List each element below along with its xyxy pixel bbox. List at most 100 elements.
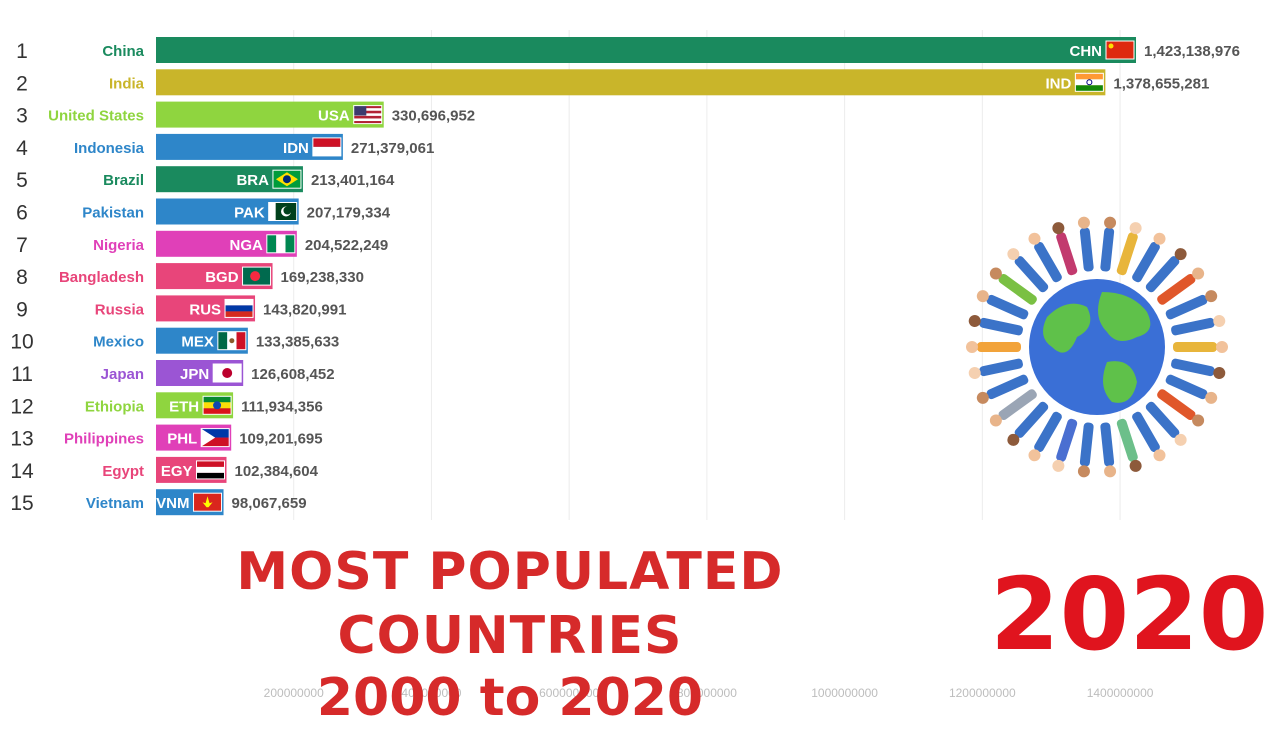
phl-flag — [201, 428, 230, 438]
person-body — [1165, 294, 1208, 320]
bar-row-mex: 10 Mexico MEX 133,385,633 — [10, 327, 339, 354]
person-figure — [989, 267, 1037, 305]
x-tick-label: 800000000 — [677, 686, 737, 700]
country-label: Mexico — [93, 334, 144, 351]
flag-emblem — [229, 338, 235, 344]
bar-row-pak: 6 Pakistan PAK 207,179,334 — [16, 198, 391, 225]
flag-stripe — [225, 305, 254, 312]
person-head — [1104, 216, 1117, 229]
person-figure — [1116, 222, 1142, 276]
bar-row-vnm: 15 Vietnam VNM 98,067,659 — [10, 489, 307, 516]
flag-star — [202, 496, 213, 508]
country-code-label: PAK — [234, 205, 265, 222]
bar-row-bgd: 8 Bangladesh BGD 169,238,330 — [16, 263, 364, 290]
person-head — [1007, 248, 1020, 261]
flag-triangle — [201, 428, 216, 447]
person-head — [1052, 459, 1065, 472]
person-body — [1157, 274, 1196, 305]
flag-stripe — [268, 202, 276, 221]
country-code-label: RUS — [189, 301, 221, 318]
person-head — [1077, 465, 1090, 478]
flag-sun — [222, 368, 233, 378]
rus-flag — [225, 299, 254, 306]
country-label: Japan — [101, 366, 144, 383]
rank-label: 4 — [16, 137, 28, 160]
flag-stripe — [353, 121, 382, 124]
egy-flag — [196, 460, 225, 467]
person-body — [1056, 418, 1078, 462]
person-body — [986, 374, 1029, 400]
person-body — [977, 342, 1021, 352]
title-line-2: 2000 to 2020 — [316, 668, 704, 728]
chart-title: MOST POPULATED COUNTRIES 2000 to 2020 — [60, 540, 960, 730]
country-label: Pakistan — [82, 205, 144, 222]
rank-label: 2 — [16, 72, 28, 95]
person-head — [1153, 449, 1166, 462]
person-head — [968, 366, 981, 379]
person-figure — [976, 374, 1029, 404]
person-body — [1100, 227, 1115, 272]
value-label: 98,067,659 — [232, 495, 307, 512]
flag-globe — [282, 175, 291, 184]
flag-stripe — [1075, 79, 1104, 86]
rank-label: 8 — [16, 266, 28, 289]
person-head — [1216, 341, 1228, 353]
x-tick-label: 1000000000 — [811, 686, 878, 700]
bar-row-bra: 5 Brazil BRA 213,401,164 — [16, 166, 395, 193]
person-head — [976, 290, 989, 303]
person-head — [1129, 222, 1142, 235]
country-label: Egypt — [102, 463, 144, 480]
country-code-label: PHL — [167, 431, 197, 448]
country-label: Nigeria — [93, 237, 145, 254]
person-body — [1056, 232, 1078, 276]
value-label: 102,384,604 — [235, 463, 319, 480]
country-label: Russia — [95, 301, 145, 318]
person-body — [1014, 401, 1049, 438]
country-code-label: EGY — [161, 463, 193, 480]
person-body — [1171, 317, 1215, 336]
flag-border — [272, 169, 302, 189]
person-figure — [1007, 248, 1049, 293]
country-label: India — [109, 75, 145, 92]
country-label: Vietnam — [86, 495, 144, 512]
flag-emblem — [213, 401, 222, 410]
person-figure — [1132, 411, 1166, 462]
person-body — [986, 294, 1029, 320]
bar-row-chn: 1 China CHN 1,423,138,976 — [16, 37, 1240, 63]
flag-border — [353, 105, 383, 125]
x-tick-label: 1400000000 — [1087, 686, 1154, 700]
flag-stripe — [201, 437, 230, 447]
country-code-label: USA — [318, 108, 350, 125]
person-body — [1034, 242, 1062, 283]
person-head — [968, 315, 981, 328]
value-label: 330,696,952 — [392, 108, 475, 125]
person-head — [1174, 433, 1187, 446]
year-label: 2020 — [990, 556, 1269, 673]
bar-row-rus: 9 Russia RUS 143,820,991 — [16, 295, 346, 322]
flag-stripe — [196, 472, 225, 479]
ind-flag — [1075, 73, 1104, 80]
flag-canton — [353, 105, 367, 116]
value-label: 207,179,334 — [307, 205, 391, 222]
value-label: 169,238,330 — [281, 269, 364, 286]
person-figure — [1116, 418, 1142, 472]
person-figure — [1077, 422, 1094, 478]
flag-border — [312, 137, 342, 157]
globe-land — [1098, 292, 1151, 341]
value-label: 271,379,061 — [351, 140, 434, 157]
nga-flag — [266, 234, 277, 253]
person-body — [1116, 418, 1138, 462]
idn-flag — [312, 137, 341, 147]
person-figure — [1171, 315, 1226, 336]
person-head — [1192, 267, 1205, 280]
person-figure — [1052, 418, 1078, 472]
flag-border — [224, 298, 254, 318]
flag-border — [193, 492, 223, 512]
person-figure — [1171, 358, 1226, 379]
flag-stripe — [225, 311, 254, 318]
bar-row-eth: 12 Ethiopia ETH 111,934,356 — [10, 392, 323, 419]
person-body — [1014, 256, 1049, 293]
flag-border — [200, 428, 230, 448]
mex-flag — [217, 331, 228, 350]
flag-border — [212, 363, 242, 383]
